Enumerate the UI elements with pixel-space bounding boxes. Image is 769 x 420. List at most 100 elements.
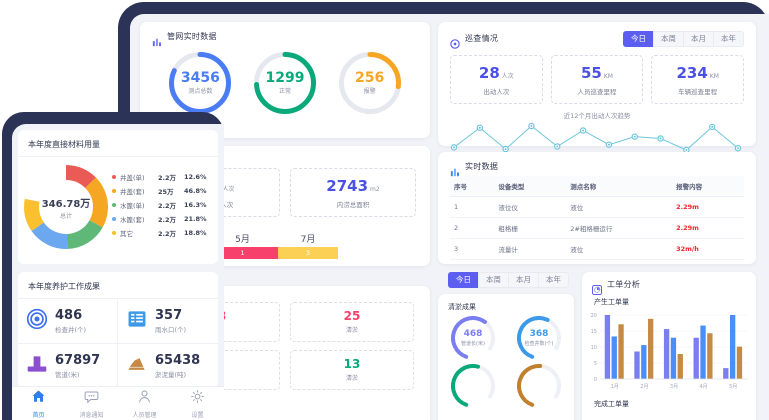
svg-text:15: 15 <box>591 329 597 335</box>
tabbar-label: 消息通知 <box>79 411 104 419</box>
gauge-tab-本周[interactable]: 本周 <box>478 272 508 288</box>
month-bar-5月[interactable]: 5月 1 <box>207 235 278 259</box>
grate-icon <box>126 308 148 334</box>
svg-text:1月: 1月 <box>611 384 619 390</box>
tabbar-item-消息通知[interactable]: 消息通知 <box>65 387 118 420</box>
mini-name: 清淤 <box>345 375 358 382</box>
maintain-item-3[interactable]: 65438 淤泥量(吨) <box>118 344 218 388</box>
table-cell: 液位仪 <box>494 196 567 218</box>
material-card-title: 本年度直接材料用量 <box>18 130 218 157</box>
legend-pct: 46.8% <box>184 187 207 195</box>
maintain-item-0[interactable]: 486 检查井(个) <box>18 299 118 344</box>
stat-name: 内涝总面积 <box>336 201 370 209</box>
donut-center-label: 总计 <box>59 212 72 220</box>
month-label: 7月 <box>300 235 316 245</box>
workorder-bar-chart: 0 5 10 15 20 1月 2月 3月 4月 5月 <box>582 307 756 395</box>
table-cell: 2.29m <box>672 196 744 218</box>
maintain-item-1[interactable]: 357 雨水口(个) <box>118 299 218 344</box>
panel-title: 巡查情况 <box>465 34 499 44</box>
maintain-value: 67897 <box>55 352 101 368</box>
table-cell: 2 <box>450 217 495 239</box>
tabbar-item-首页[interactable]: 首页 <box>12 387 65 420</box>
svg-text:2月: 2月 <box>640 384 648 390</box>
patrol-tab-今日[interactable]: 今日 <box>623 31 653 47</box>
table-cell: 流量计 <box>494 238 567 260</box>
legend-value: 2.2万 <box>158 230 177 238</box>
legend-dot <box>112 231 116 235</box>
legend-item-1[interactable]: 井盖(套) 25万 46.8% <box>112 186 207 196</box>
ring-0: 3456 测点总数 <box>169 52 232 114</box>
legend-name: 井盖(套) <box>120 188 145 196</box>
pie-chart-icon <box>592 280 603 295</box>
material-donut-chart: 346.78万总计 <box>24 165 108 249</box>
svg-text:4月: 4月 <box>700 384 708 390</box>
maintain-value: 486 <box>55 307 83 323</box>
workorder-footer-title: 完成工单量 <box>594 400 629 408</box>
alarm-table-panel: 实时数据 序号 设备类型 测点名称 报警内容 1 液位仪 液位 2.29m 2 粗格栅 2#粗格栅… <box>438 152 756 264</box>
patrol-tab-本年[interactable]: 本年 <box>713 31 744 47</box>
legend-value: 2.2万 <box>158 202 177 210</box>
workorder-panel: 工单分析 产生工单量 0 5 10 15 20 1月 2月 3月 4月 5月 完成工单量 <box>582 272 756 420</box>
patrol-tab-本月[interactable]: 本月 <box>683 31 713 47</box>
gauge-name: 管道长(米) <box>461 341 485 347</box>
table-row[interactable]: 3 流量计 液位 32m/h <box>450 238 744 260</box>
month-bar-7月[interactable]: 7月 3 <box>278 235 338 259</box>
user-icon <box>137 389 152 408</box>
svg-text:0: 0 <box>594 377 597 383</box>
maintain-grid: 486 检查井(个) 357 雨水口(个) 67897 管道(米) 65438 淤泥量(吨) <box>18 299 218 388</box>
message-icon <box>84 389 99 408</box>
table-cell: 2.29m <box>672 217 744 239</box>
panel-title: 管网实时数据 <box>167 32 217 41</box>
stat-name: 车辆巡查里程 <box>678 87 718 96</box>
panel-title: 工单分析 <box>607 280 641 289</box>
patrol-tab-本周[interactable]: 本周 <box>653 31 683 47</box>
tabbar-label: 首页 <box>32 411 45 419</box>
ring-1: 1299 正常 <box>253 52 316 114</box>
gauge-tab-今日[interactable]: 今日 <box>448 272 478 288</box>
tabbar-item-设置[interactable]: 设置 <box>171 387 224 420</box>
legend-dot <box>112 189 116 193</box>
legend-pct: 18.8% <box>184 229 207 237</box>
gauge-value: 368 <box>529 329 549 339</box>
compass-icon <box>450 34 460 49</box>
table-cell: 液位 <box>566 238 673 260</box>
ring-label: 正常 <box>278 88 291 96</box>
legend-dot <box>112 217 116 221</box>
gauge-tab-本年[interactable]: 本年 <box>538 272 569 288</box>
maintain-item-2[interactable]: 67897 管道(米) <box>18 344 118 388</box>
svg-text:20: 20 <box>591 313 597 319</box>
workorder-chart-title: 产生工单量 <box>594 298 629 306</box>
gauge-name: 检查井数(个) <box>524 341 554 347</box>
stat-unit: m2 <box>370 186 380 193</box>
stat-name: 人员巡查里程 <box>577 87 617 96</box>
patrol-stat-1: 55 KM 人员巡查里程 <box>550 54 644 104</box>
legend-item-0[interactable]: 井盖(单) 2.2万 12.6% <box>112 172 207 182</box>
maintain-name: 检查井(个) <box>55 325 87 334</box>
legend-item-4[interactable]: 其它 2.2万 18.8% <box>112 228 207 238</box>
legend-item-3[interactable]: 水篦(套) 2.2万 21.8% <box>112 214 207 224</box>
stat-unit: 人次 <box>501 72 514 80</box>
bottom-tabbar[interactable]: 首页 消息通知 人员管理 设置 <box>12 386 224 420</box>
patrol-stat-row: 28 人次 出动人次 55 KM 人员巡查里程 234 KM 车辆巡查里程 <box>438 51 756 104</box>
legend-item-2[interactable]: 水篦(单) 2.2万 16.3% <box>112 200 207 210</box>
bar-chart-icon <box>152 32 162 46</box>
table-row[interactable]: 2 粗格栅 2#粗格栅运行 2.29m <box>450 217 744 239</box>
gauge-tab-本月[interactable]: 本月 <box>508 272 538 288</box>
gauge-2 <box>451 364 495 408</box>
stat-value: 28 <box>478 63 500 82</box>
mini-stat-1: 25 清淤 <box>290 302 414 342</box>
mini-value: 13 <box>343 357 361 371</box>
legend-pct: 12.6% <box>184 173 207 181</box>
home-icon <box>31 389 46 408</box>
legend-name: 水篦(单) <box>120 202 145 210</box>
gauge-panel: 清淤成果 468 管道长(米) 368 检查井数(个) <box>438 294 574 420</box>
tabbar-item-人员管理[interactable]: 人员管理 <box>118 387 171 420</box>
patrol-tab-group[interactable]: 今日 本周 本月 本年 <box>623 31 744 47</box>
gauge-tab-group[interactable]: 今日 本周 本月 本年 <box>448 272 569 288</box>
sludge-icon <box>126 353 148 379</box>
legend-pct: 21.8% <box>184 215 207 223</box>
stat-unit: KM <box>603 72 613 80</box>
table-row[interactable]: 1 液位仪 液位 2.29m <box>450 196 744 218</box>
table-cell: 2#粗格栅运行 <box>566 217 673 239</box>
donut-center-value: 346.78万 <box>41 198 91 210</box>
